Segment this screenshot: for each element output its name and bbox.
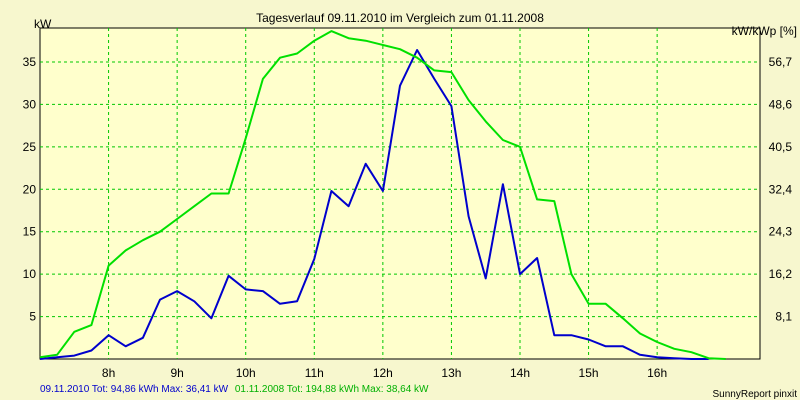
y-tick-label-right: 48,6 — [769, 97, 793, 111]
left-axis-label: kW — [34, 17, 52, 31]
x-tick-label: 16h — [647, 366, 667, 380]
x-tick-label: 10h — [236, 366, 256, 380]
y-tick-label-left: 5 — [29, 310, 36, 324]
credit-text: SunnyReport pinxit — [713, 389, 798, 400]
series-layer — [39, 30, 726, 360]
chart-title: Tagesverlauf 09.11.2010 im Vergleich zum… — [256, 11, 544, 25]
y-tick-label-left: 35 — [23, 55, 37, 69]
y-tick-label-left: 10 — [23, 267, 37, 281]
y-tick-label-right: 40,5 — [769, 140, 793, 154]
x-tick-label: 13h — [441, 366, 461, 380]
y-tick-label-right: 32,4 — [769, 182, 793, 196]
y-tick-label-right: 16,2 — [769, 267, 793, 281]
svg-text:09.11.2010 Tot: 94,86 kWh Max:: 09.11.2010 Tot: 94,86 kWh Max: 36,41 kW … — [40, 384, 429, 395]
x-tick-label: 15h — [579, 366, 599, 380]
y-tick-label-right: 24,3 — [769, 225, 793, 239]
x-tick-label: 9h — [170, 366, 183, 380]
y-tick-label-left: 30 — [23, 97, 37, 111]
tick-labels: 8h 9h 10h 11h 12h 13h 14h 15h 16h 5 10 15 20 25 30 35 8,… — [23, 55, 793, 380]
y-tick-label-left: 25 — [23, 140, 37, 154]
series-line-01-11-2008 — [39, 30, 726, 360]
x-tick-label: 12h — [373, 366, 393, 380]
right-axis-label: kW/kWp [%] — [732, 24, 797, 38]
x-tick-label: 8h — [102, 366, 115, 380]
y-tick-label-right: 8,1 — [775, 310, 792, 324]
y-tick-label-left: 20 — [23, 182, 37, 196]
y-tick-label-left: 15 — [23, 225, 37, 239]
y-tick-label-right: 56,7 — [769, 55, 793, 69]
series-line-09-11-2010 — [39, 49, 709, 360]
summary-09-11-2010: 09.11.2010 Tot: 94,86 kWh Max: 36,41 kW — [40, 384, 229, 395]
plot-area — [39, 27, 761, 360]
x-tick-label: 11h — [305, 366, 324, 380]
x-tick-label: 14h — [510, 366, 530, 380]
summary-01-11-2008: 01.11.2008 Tot: 194,88 kWh Max: 38,64 kW — [235, 384, 429, 395]
